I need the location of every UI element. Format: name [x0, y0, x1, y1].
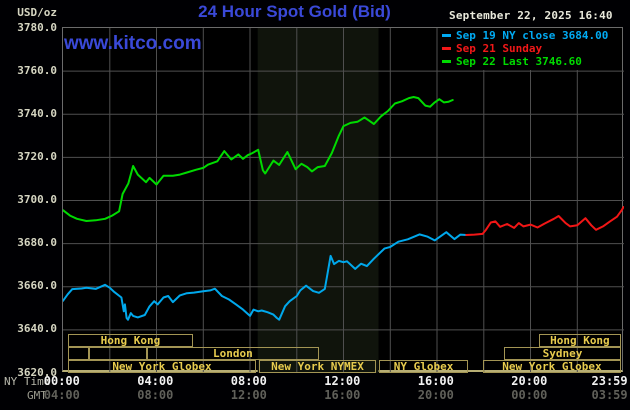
- session-box: [67, 346, 89, 360]
- y-tick-label: 3780.0: [17, 20, 57, 34]
- plot-area: Hong Kong Hong Kong London Sydney New York G…: [62, 27, 624, 373]
- legend-item: Sep 22 Last 3746.60: [440, 55, 622, 68]
- y-axis-units-label: USD/oz: [17, 6, 57, 19]
- gmt-time-tick-label: 00:00: [511, 388, 548, 402]
- ny-time-tick-label: 12:00: [324, 374, 361, 388]
- series-line: [63, 231, 468, 321]
- gmt-time-tick-label: 03:59: [591, 388, 628, 402]
- session-box-new-york-nymex: New York NYMEX: [259, 360, 376, 373]
- ny-time-tick-label: 08:00: [230, 374, 267, 388]
- kitco-watermark-link[interactable]: www.kitco.com: [64, 33, 202, 54]
- session-box-new-york-globex: New York Globex: [67, 360, 257, 373]
- legend-label: Sep 22 Last 3746.60: [456, 55, 582, 68]
- y-tick-label: 3640.0: [17, 322, 57, 336]
- y-tick-label: 3620.0: [17, 365, 57, 379]
- legend-label: Sep 19 NY close 3684.00: [456, 29, 609, 42]
- y-tick-label: 3740.0: [17, 106, 57, 120]
- session-box-hong-kong: Hong Kong: [67, 333, 193, 347]
- y-tick-label: 3720.0: [17, 149, 57, 163]
- legend-item: Sep 21 Sunday: [440, 42, 622, 55]
- ny-time-tick-label: 16:00: [417, 374, 454, 388]
- ny-time-tick-label: 23:59: [591, 374, 628, 388]
- session-box-london: London: [146, 346, 319, 360]
- series-line: [63, 96, 454, 222]
- chart-timestamp: September 22, 2025 16:40: [449, 9, 613, 22]
- chart-legend: Sep 19 NY close 3684.00 Sep 21 Sunday Sep …: [440, 28, 622, 70]
- ny-time-axis-label: NY Time: [4, 375, 51, 388]
- session-box-ny-globex: NY Globex: [379, 360, 469, 373]
- page-title: 24 Hour Spot Gold (Bid): [198, 2, 391, 21]
- legend-dash-icon: [442, 59, 451, 63]
- gmt-time-tick-label: 16:00: [324, 388, 361, 402]
- price-chart-svg: [63, 28, 624, 373]
- legend-item: Sep 19 NY close 3684.00: [440, 29, 622, 42]
- y-tick-label: 3660.0: [17, 279, 57, 293]
- session-box-hong-kong: Hong Kong: [538, 333, 621, 347]
- legend-dash-icon: [442, 33, 451, 37]
- y-tick-label: 3760.0: [17, 63, 57, 77]
- ny-time-tick-label: 04:00: [137, 374, 174, 388]
- ny-time-tick-label: 20:00: [511, 374, 548, 388]
- gmt-time-tick-label: 20:00: [417, 388, 454, 402]
- session-box-sydney: Sydney: [504, 346, 621, 360]
- gmt-time-tick-label: 04:00: [43, 388, 80, 402]
- gmt-time-tick-label: 12:00: [230, 388, 267, 402]
- y-tick-label: 3700.0: [17, 193, 57, 206]
- session-box-new-york-globex: New York Globex: [483, 360, 621, 373]
- y-tick-label: 3680.0: [17, 236, 57, 250]
- gmt-time-tick-label: 08:00: [137, 388, 174, 402]
- legend-dash-icon: [442, 46, 451, 50]
- gmt-axis-label: GMT: [27, 389, 47, 402]
- ny-time-tick-label: 00:00: [43, 374, 80, 388]
- legend-label: Sep 21 Sunday: [456, 42, 543, 55]
- series-line: [465, 206, 624, 236]
- session-box: [88, 346, 147, 360]
